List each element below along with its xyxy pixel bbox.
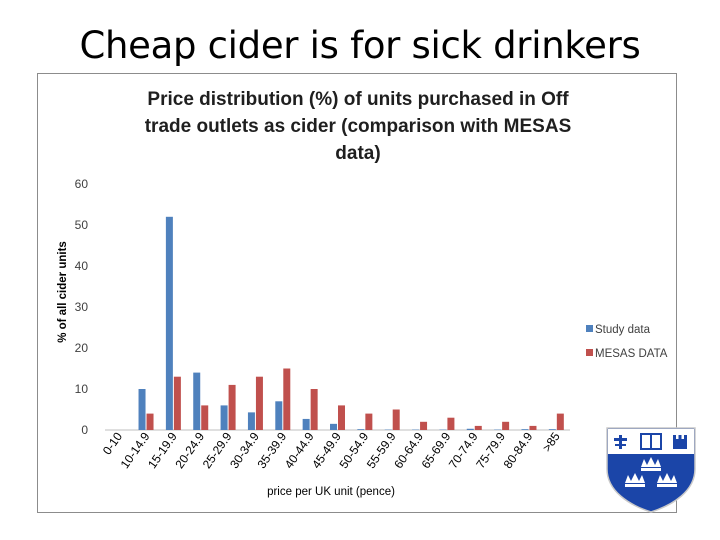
chart: Price distribution (%) of units purchase…: [57, 89, 668, 498]
legend: Study data MESAS DATA: [586, 324, 668, 360]
castle-icon: [673, 435, 687, 449]
bar-mesas: [255, 376, 263, 430]
legend-swatch-study: [586, 325, 593, 332]
y-tick-label: 60: [75, 177, 89, 191]
chart-frame: Price distribution (%) of units purchase…: [37, 73, 677, 513]
y-tick-label: 0: [81, 423, 88, 437]
bar-study: [521, 429, 529, 430]
y-axis-label: % of all cider units: [57, 241, 69, 343]
legend-label-mesas: MESAS DATA: [595, 348, 668, 360]
bar-study: [193, 372, 201, 430]
y-tick-label: 30: [75, 300, 89, 314]
book-icon: [640, 433, 662, 450]
bar-mesas: [146, 413, 154, 430]
bar-mesas: [392, 409, 400, 430]
bar-mesas: [474, 425, 482, 430]
bar-mesas: [173, 376, 181, 430]
bar-study: [138, 389, 146, 430]
bar-study: [302, 418, 310, 430]
bar-mesas: [338, 405, 345, 430]
bar-mesas: [556, 413, 564, 430]
bar-mesas: [201, 405, 209, 430]
x-tick-label: >85: [540, 429, 563, 454]
bar-study: [466, 428, 474, 430]
x-tick-label: 0-10: [100, 429, 125, 457]
bar-mesas: [502, 421, 510, 430]
bar-mesas: [283, 368, 291, 430]
chart-title-line-3: data): [335, 143, 380, 164]
x-axis-ticks: 0-1010-14.915-19.920-24.925-29.930-34.93…: [100, 429, 563, 471]
x-tick-label: 80-84.9: [501, 429, 536, 471]
chart-title-line-1: Price distribution (%) of units purchase…: [147, 89, 569, 110]
bars: [138, 216, 564, 430]
bar-mesas: [529, 425, 537, 430]
bar-study: [165, 216, 173, 430]
bar-mesas: [228, 384, 236, 430]
x-axis-label: price per UK unit (pence): [267, 486, 395, 498]
y-tick-label: 40: [75, 259, 89, 273]
bar-study: [330, 423, 337, 430]
y-axis-ticks: 0 10 20 30 40 50 60: [75, 177, 89, 437]
bar-study: [357, 429, 365, 430]
bar-mesas: [310, 389, 318, 430]
bar-study: [275, 401, 283, 430]
y-tick-label: 20: [75, 341, 89, 355]
bar-study: [247, 412, 255, 430]
bar-mesas: [420, 421, 428, 430]
bar-mesas: [447, 417, 455, 430]
university-crest-logo: [606, 427, 696, 513]
chart-title: Price distribution (%) of units purchase…: [145, 89, 572, 164]
y-tick-label: 10: [75, 382, 89, 396]
thistle-icon: [614, 435, 627, 449]
legend-swatch-mesas: [586, 349, 593, 356]
legend-label-study: Study data: [595, 324, 651, 336]
chart-title-line-2: trade outlets as cider (comparison with …: [145, 116, 572, 137]
bar-study: [220, 405, 228, 430]
y-tick-label: 50: [75, 218, 89, 232]
bar-mesas: [365, 413, 373, 430]
bar-study: [548, 429, 556, 430]
slide-title: Cheap cider is for sick drinkers: [79, 24, 641, 67]
crowns-icon: [625, 457, 677, 487]
